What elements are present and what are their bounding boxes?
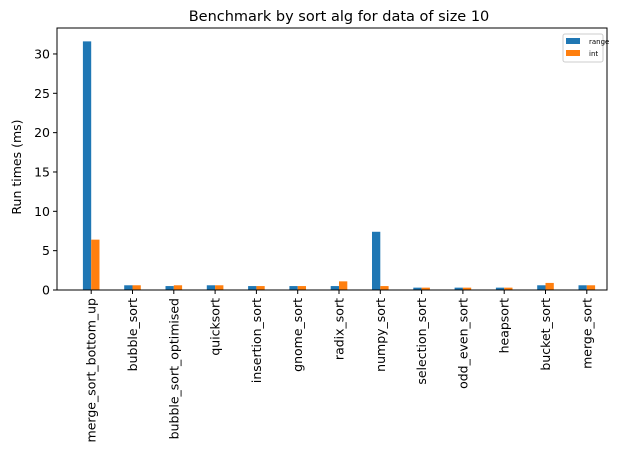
legend-label-int: int [589, 50, 598, 58]
y-axis-label: Run times (ms) [9, 119, 24, 214]
legend-swatch-range [566, 38, 580, 44]
bar-range-odd_even_sort [454, 287, 463, 290]
y-tick-label: 25 [34, 86, 50, 101]
y-tick-label: 15 [34, 164, 50, 179]
x-tick-label: quicksort [208, 298, 223, 356]
y-tick-label: 10 [34, 204, 50, 219]
bar-int-odd_even_sort [462, 287, 472, 290]
legend: range int [562, 33, 609, 63]
y-tick-label: 0 [42, 283, 50, 298]
x-tick-label: selection_sort [414, 298, 429, 385]
bar-range-heapsort [495, 287, 505, 290]
x-tick-label: insertion_sort [249, 298, 264, 383]
x-tick-label: gnome_sort [290, 298, 305, 372]
bar-int-gnome_sort [297, 286, 306, 290]
x-tick-label: bubble_sort_optimised [166, 298, 181, 439]
bar-int-merge_sort [586, 285, 596, 290]
bar-range-quicksort [206, 285, 216, 290]
plot-frame [56, 27, 608, 291]
chart-title: Benchmark by sort alg for data of size 1… [189, 9, 490, 25]
y-tick-label: 20 [34, 125, 50, 140]
y-tick-label: 30 [34, 46, 50, 61]
bar-range-bubble_sort_optimised [165, 286, 174, 290]
x-tick-label: bubble_sort [125, 298, 140, 371]
x-tick-label: radix_sort [332, 298, 347, 360]
bar-range-merge_sort_bottom_up [82, 41, 92, 290]
bar-range-bubble_sort [124, 285, 133, 290]
bar-int-selection_sort [421, 287, 430, 290]
bar-int-insertion_sort [256, 286, 265, 290]
bar-int-quicksort [215, 285, 224, 290]
bar-int-bubble_sort [132, 285, 141, 290]
bar-range-insertion_sort [248, 286, 257, 290]
legend-swatch-int [566, 50, 580, 56]
bar-range-radix_sort [330, 286, 339, 290]
bar-int-bucket_sort [545, 282, 554, 290]
bar-int-numpy_sort [380, 286, 389, 290]
y-axis: 0 5 10 15 20 25 30 [34, 46, 57, 298]
bar-range-merge_sort [578, 285, 587, 290]
x-tick-label: merge_sort_bottom_up [84, 298, 99, 442]
bar-int-radix_sort [339, 281, 348, 290]
y-tick-label: 5 [42, 243, 50, 258]
legend-label-range: range [589, 38, 609, 46]
x-tick-label: bucket_sort [538, 298, 553, 371]
x-tick-label: heapsort [497, 298, 512, 354]
x-tick-label: numpy_sort [373, 298, 388, 372]
bar-range-bucket_sort [537, 285, 546, 290]
bars-group [82, 41, 596, 290]
bar-int-bubble_sort_optimised [173, 285, 183, 290]
x-tick-label: merge_sort [579, 298, 594, 369]
x-tick-label: odd_even_sort [455, 298, 470, 389]
bar-int-merge_sort_bottom_up [91, 239, 100, 290]
bar-int-heapsort [504, 287, 513, 290]
x-axis: merge_sort_bottom_up bubble_sort bubble_so… [84, 290, 594, 442]
bar-range-gnome_sort [289, 286, 298, 290]
bar-range-numpy_sort [372, 231, 381, 290]
bar-range-selection_sort [413, 287, 422, 290]
